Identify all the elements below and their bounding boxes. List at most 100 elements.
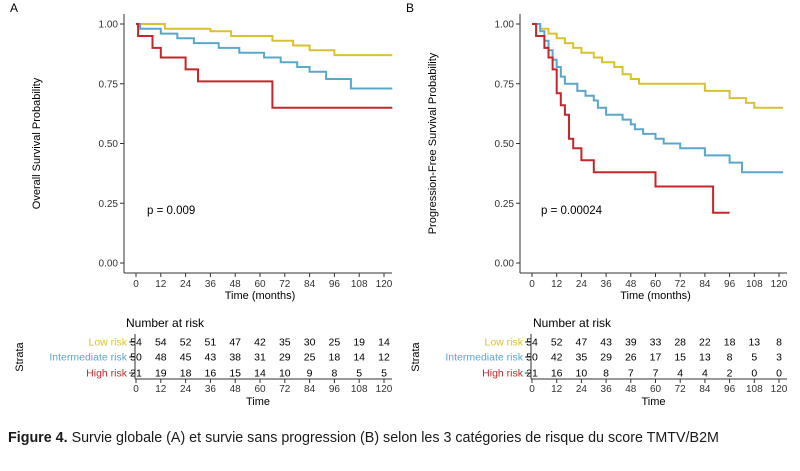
risk-table-cell: 10	[279, 368, 291, 380]
risk-table-row-label-intermediate: Intermediate risk	[49, 352, 127, 364]
x-tick-label: 48	[230, 279, 242, 290]
risk-table-x-tick-label: 60	[254, 384, 266, 395]
km-curve-low	[532, 23, 784, 109]
x-tick-label: 60	[254, 279, 266, 290]
risk-table-cell: 8	[331, 368, 337, 380]
y-tick-label: 0.50	[495, 139, 515, 150]
risk-table-cell: 54	[526, 337, 538, 349]
y-tick-label: 0.00	[495, 259, 515, 270]
risk-table-cell: 5	[381, 368, 387, 380]
risk-table-cell: 0	[751, 368, 757, 380]
km-curve-high	[532, 23, 730, 214]
y-tick-label: 0.50	[99, 139, 119, 150]
risk-table-cell: 29	[600, 352, 612, 364]
risk-table-cell: 25	[329, 337, 341, 349]
risk-table-cell: 9	[307, 368, 313, 380]
risk-table-x-tick-label: 36	[205, 384, 217, 395]
risk-table-x-tick-label: 0	[529, 384, 535, 395]
x-axis-title: Time (months)	[620, 290, 691, 302]
risk-table-cell: 26	[625, 352, 637, 364]
risk-table-cell: 47	[576, 337, 588, 349]
risk-table-cell: 14	[353, 352, 365, 364]
x-tick-label: 0	[529, 279, 535, 290]
risk-table-cell: 42	[254, 337, 266, 349]
x-tick-label: 108	[351, 279, 368, 290]
risk-table-cell: 47	[229, 337, 241, 349]
risk-table-title: Number at risk	[126, 316, 205, 330]
risk-table-cell: 16	[551, 368, 563, 380]
risk-table-cell: 35	[279, 337, 291, 349]
y-tick-label: 0.75	[495, 79, 515, 90]
risk-table-cell: 52	[551, 337, 563, 349]
risk-table-cell: 15	[674, 352, 686, 364]
risk-table-x-title: Time	[641, 396, 665, 408]
x-tick-label: 96	[329, 279, 341, 290]
risk-table-x-tick-label: 60	[650, 384, 662, 395]
chart-panel-b: B0.000.250.500.751.000 12 24 36 48 60 72 84 96 10…	[406, 1, 788, 408]
risk-table-cell: 13	[699, 352, 711, 364]
risk-table-cell: 8	[603, 368, 609, 380]
x-axis-title: Time (months)	[225, 290, 296, 302]
figure-caption: Figure 4. Survie globale (A) et survie s…	[8, 429, 792, 448]
risk-table-cell: 19	[353, 337, 365, 349]
risk-table-row-label-low: Low risk	[88, 337, 127, 349]
p-value: p = 0.009	[147, 205, 195, 217]
risk-table-cell: 10	[576, 368, 588, 380]
x-tick-label: 120	[376, 279, 393, 290]
risk-table-cell: 5	[751, 352, 757, 364]
risk-table-cell: 42	[551, 352, 563, 364]
risk-table-cell: 7	[628, 368, 634, 380]
risk-table-cell: 21	[130, 368, 142, 380]
risk-table-x-tick-label: 12	[551, 384, 563, 395]
km-curve-high	[136, 23, 393, 109]
risk-table-cell: 35	[576, 352, 588, 364]
risk-table-cell: 4	[702, 368, 708, 380]
risk-table-cell: 0	[776, 368, 782, 380]
caption-text: Survie globale (A) et survie sans progre…	[67, 430, 719, 446]
x-tick-label: 24	[180, 279, 192, 290]
panel-label: B	[406, 1, 414, 15]
risk-table-cell: 43	[205, 352, 217, 364]
risk-table-row-label-high: High risk	[482, 368, 524, 380]
risk-table-cell: 51	[205, 337, 217, 349]
risk-table-x-tick-label: 24	[180, 384, 192, 395]
risk-table-cell: 4	[677, 368, 683, 380]
risk-table-cell: 33	[650, 337, 662, 349]
risk-table-cell: 18	[329, 352, 341, 364]
risk-table-cell: 2	[727, 368, 733, 380]
risk-table-title: Number at risk	[533, 316, 612, 330]
x-tick-label: 60	[650, 279, 662, 290]
risk-table-strata-label: Strata	[14, 341, 26, 371]
risk-table-cell: 14	[254, 368, 266, 380]
risk-table-cell: 15	[229, 368, 241, 380]
risk-table-cell: 19	[155, 368, 167, 380]
y-axis-title: Progression-Free Survival Probability	[427, 52, 439, 234]
risk-table-x-tick-label: 120	[376, 384, 393, 395]
risk-table-cell: 3	[776, 352, 782, 364]
panel-label: A	[10, 1, 18, 15]
risk-table-cell: 45	[180, 352, 192, 364]
risk-table-cell: 8	[776, 337, 782, 349]
x-tick-label: 108	[746, 279, 763, 290]
risk-table-x-tick-label: 48	[230, 384, 242, 395]
risk-table-cell: 7	[653, 368, 659, 380]
risk-table-row-label-intermediate: Intermediate risk	[445, 352, 523, 364]
x-tick-label: 12	[155, 279, 167, 290]
chart-panel-a: A 0.00 0.25 0.50 0.75 1.00 0 12 24 36 48 60 72 84 96 10…	[10, 1, 393, 408]
y-tick-label: 0.25	[495, 199, 515, 210]
risk-table-cell: 5	[356, 368, 362, 380]
x-tick-label: 96	[724, 279, 736, 290]
x-tick-label: 36	[205, 279, 217, 290]
p-value: p = 0.00024	[541, 205, 603, 217]
risk-table-x-tick-label: 72	[279, 384, 291, 395]
risk-table-row-label-low: Low risk	[484, 337, 523, 349]
risk-table-cell: 54	[155, 337, 167, 349]
risk-table-cell: 29	[279, 352, 291, 364]
risk-table-x-tick-label: 96	[329, 384, 341, 395]
x-tick-label: 84	[304, 279, 316, 290]
risk-table-cell: 17	[650, 352, 662, 364]
risk-table-cell: 13	[748, 337, 760, 349]
risk-table-x-tick-label: 72	[675, 384, 687, 395]
risk-table-cell: 48	[155, 352, 167, 364]
risk-table-cell: 14	[378, 337, 390, 349]
